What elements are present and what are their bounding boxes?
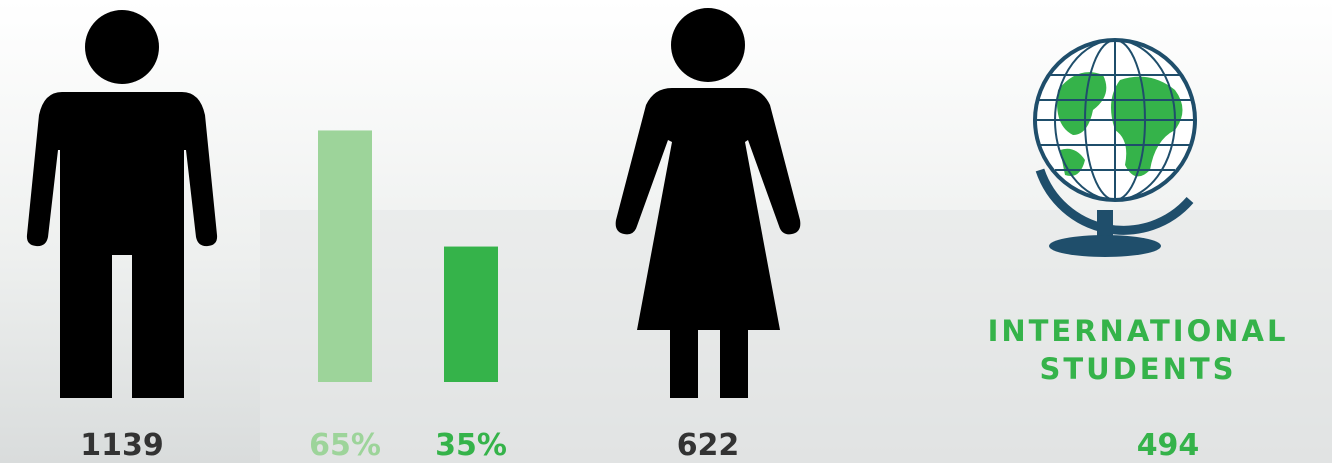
canvas: 1139 622 494 65% 35% [0, 0, 1332, 463]
male-count: 1139 [80, 428, 164, 463]
page: 1139 622 494 65% 35% INTERNATIONAL STUDEN… [0, 0, 1332, 463]
international-label: INTERNATIONAL STUDENTS [968, 312, 1308, 388]
share-label: 35% [435, 428, 507, 463]
share-label: 65% [309, 428, 381, 463]
share-bar [444, 247, 498, 382]
international-count: 494 [1137, 428, 1200, 463]
female-count: 622 [677, 428, 740, 463]
infographic: 1139 622 494 65% 35% INTERNATIONAL STUDEN… [0, 0, 1332, 463]
share-bar [318, 130, 372, 382]
